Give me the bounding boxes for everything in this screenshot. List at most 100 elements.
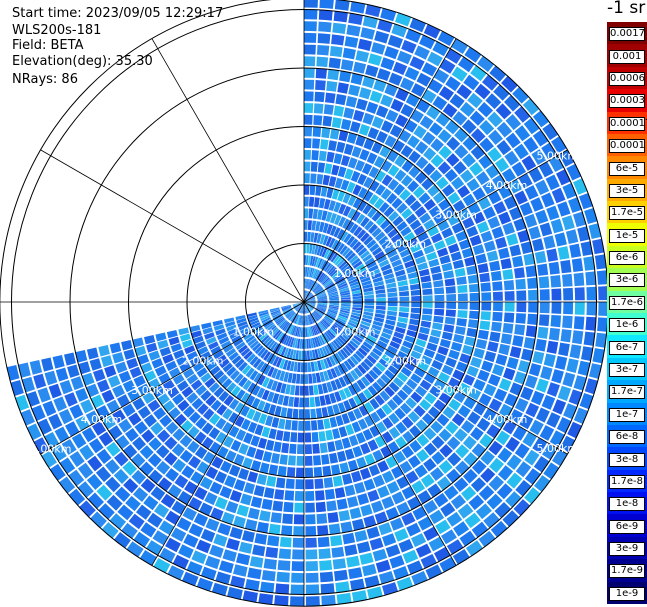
range-gate bbox=[336, 278, 346, 285]
range-gate bbox=[121, 340, 133, 351]
range-gate bbox=[410, 307, 421, 314]
range-gate bbox=[530, 197, 544, 212]
range-gate bbox=[352, 292, 363, 297]
range-gate bbox=[348, 397, 358, 409]
range-gate bbox=[376, 377, 387, 389]
range-gate bbox=[288, 312, 296, 321]
range-gate bbox=[583, 256, 595, 271]
range-gate bbox=[312, 325, 317, 336]
range-gate bbox=[524, 374, 538, 389]
range-gate bbox=[339, 311, 350, 317]
range-gate bbox=[344, 249, 354, 259]
range-gate bbox=[315, 309, 324, 316]
range-gate bbox=[458, 382, 471, 395]
range-gate bbox=[416, 449, 430, 463]
range-gate bbox=[462, 344, 474, 356]
range-gate bbox=[148, 437, 162, 451]
range-gate bbox=[249, 370, 259, 381]
range-gate bbox=[178, 327, 190, 336]
range-gate bbox=[282, 307, 292, 312]
range-gate bbox=[401, 174, 413, 187]
range-gate bbox=[335, 276, 345, 284]
range-gate bbox=[261, 570, 276, 582]
range-gate bbox=[294, 385, 300, 396]
range-gate bbox=[504, 291, 515, 301]
range-gate bbox=[312, 443, 320, 454]
range-gate bbox=[379, 336, 390, 344]
range-gate bbox=[399, 189, 411, 201]
range-gate bbox=[96, 484, 113, 501]
range-gate bbox=[261, 426, 271, 438]
range-gate bbox=[309, 280, 315, 290]
range-gate bbox=[293, 397, 299, 408]
range-gate bbox=[64, 392, 78, 407]
range-gate bbox=[357, 173, 367, 186]
range-gate bbox=[218, 560, 234, 574]
range-gate bbox=[267, 325, 277, 334]
range-gate bbox=[156, 444, 170, 459]
range-gate bbox=[401, 208, 413, 220]
range-gate bbox=[267, 535, 280, 547]
range-gate bbox=[272, 312, 282, 318]
range-gate bbox=[332, 22, 347, 34]
range-gate bbox=[466, 225, 479, 238]
range-gate bbox=[491, 226, 504, 239]
range-gate bbox=[271, 452, 280, 464]
range-gate bbox=[396, 501, 411, 516]
range-gate bbox=[432, 41, 449, 57]
range-gate bbox=[324, 281, 334, 288]
range-gate bbox=[305, 302, 316, 307]
range-gate bbox=[396, 321, 407, 329]
range-gate bbox=[520, 386, 534, 401]
range-gate bbox=[334, 0, 350, 11]
range-gate bbox=[341, 265, 352, 274]
range-gate bbox=[296, 303, 303, 312]
range-gate bbox=[222, 362, 233, 373]
range-gate bbox=[360, 376, 371, 387]
range-gate bbox=[258, 311, 269, 317]
range-gate bbox=[187, 440, 200, 454]
range-gate bbox=[37, 418, 52, 435]
range-gate bbox=[97, 379, 110, 393]
field-label: Field: BETA bbox=[12, 38, 84, 53]
range-gate bbox=[144, 370, 157, 382]
range-gate bbox=[522, 98, 540, 116]
range-gate bbox=[109, 342, 122, 354]
range-gate bbox=[305, 293, 313, 301]
range-gate bbox=[341, 413, 351, 425]
range-gate bbox=[597, 317, 607, 332]
range-gate bbox=[218, 390, 230, 402]
range-gate bbox=[186, 373, 199, 385]
range-gate bbox=[352, 260, 363, 269]
range-gate bbox=[265, 338, 274, 348]
range-gate bbox=[343, 107, 355, 119]
range-gate bbox=[357, 541, 371, 554]
range-gate bbox=[210, 345, 222, 355]
range-gate bbox=[362, 112, 375, 125]
range-gate bbox=[411, 533, 427, 548]
range-gate bbox=[143, 414, 157, 428]
range-gate bbox=[165, 537, 181, 553]
range-gate bbox=[497, 465, 514, 481]
range-gate bbox=[387, 441, 400, 454]
range-gate bbox=[497, 447, 513, 463]
range-gate bbox=[469, 110, 485, 126]
range-gate bbox=[292, 337, 297, 348]
range-gate bbox=[229, 331, 240, 340]
range-gate bbox=[423, 499, 438, 514]
range-gate bbox=[367, 489, 380, 502]
range-gate bbox=[393, 331, 405, 340]
range-gate bbox=[439, 444, 453, 458]
range-gate bbox=[305, 294, 313, 301]
range-gate bbox=[186, 351, 198, 361]
range-gate bbox=[122, 380, 136, 393]
range-gate bbox=[201, 436, 214, 450]
range-gate bbox=[470, 477, 486, 493]
range-gate bbox=[326, 381, 333, 393]
range-gate bbox=[428, 335, 440, 345]
range-gate bbox=[292, 408, 299, 419]
range-gate bbox=[325, 211, 333, 222]
range-gate bbox=[382, 582, 398, 596]
range-gate bbox=[234, 358, 245, 369]
range-gate bbox=[466, 327, 478, 338]
